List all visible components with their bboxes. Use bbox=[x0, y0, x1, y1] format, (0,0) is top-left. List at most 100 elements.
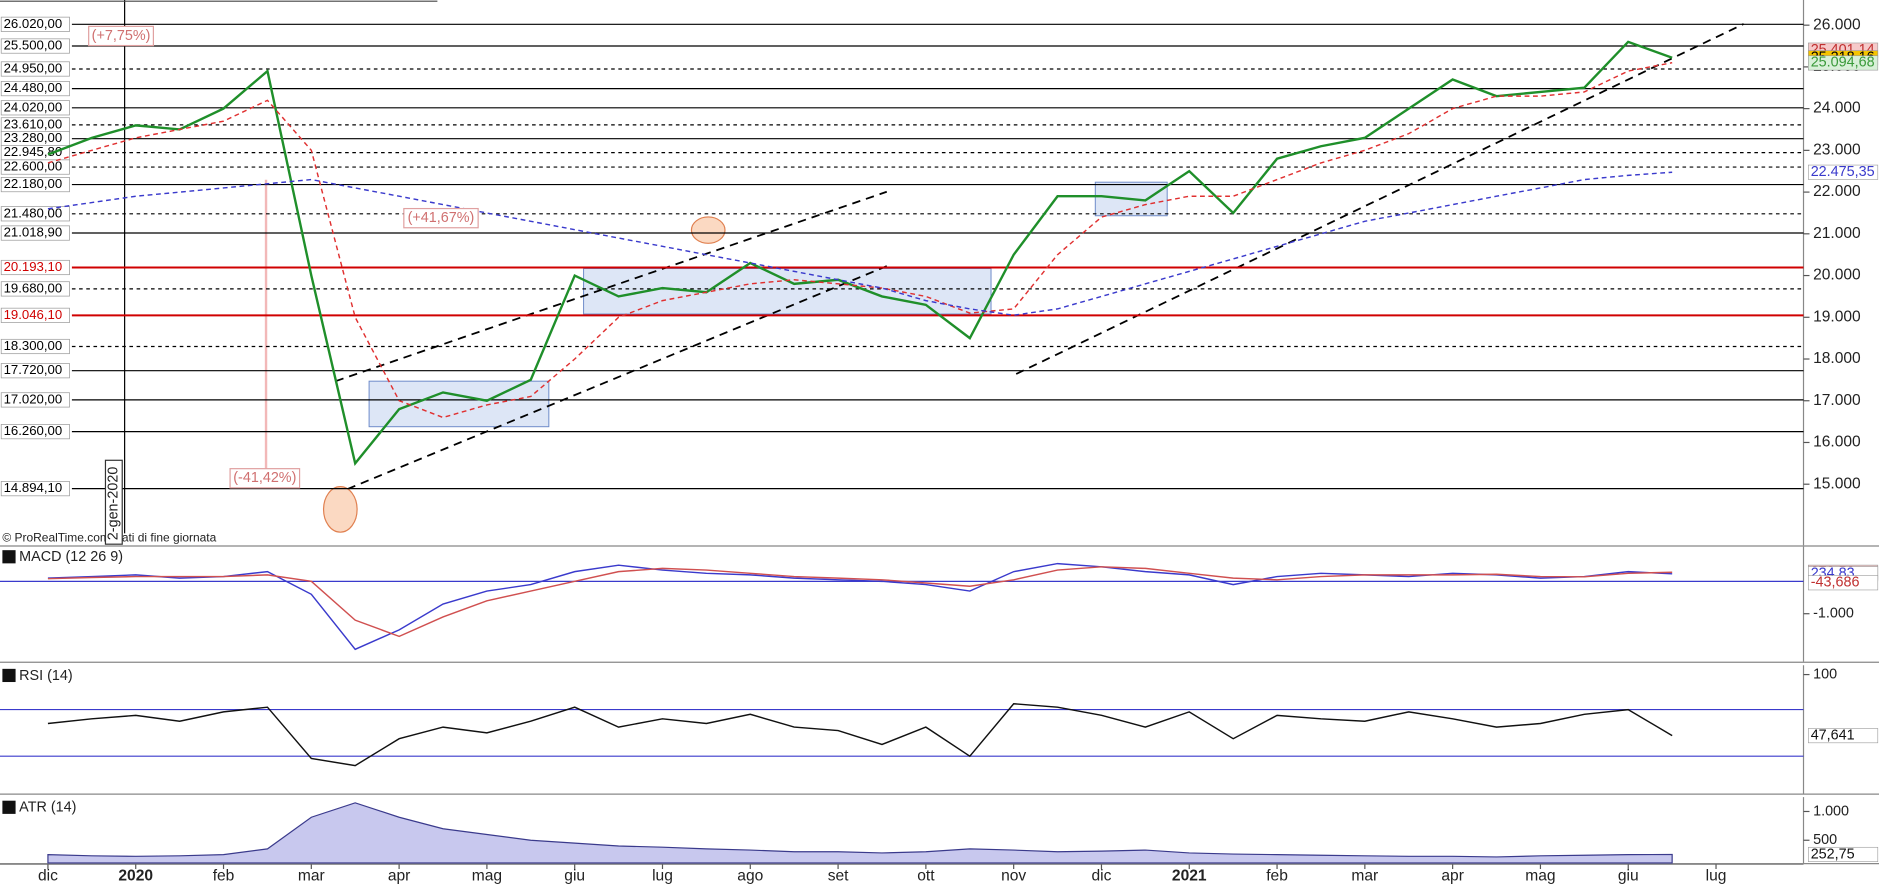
y-tick-label: 23.000 bbox=[1813, 141, 1861, 158]
level-label: 19.046,10 bbox=[4, 307, 63, 322]
level-label: 17.020,00 bbox=[4, 391, 63, 406]
y-tick-label: 16.000 bbox=[1813, 434, 1861, 451]
level-label-box bbox=[0, 177, 70, 193]
series-line bbox=[47, 562, 1673, 651]
level-label-box bbox=[0, 259, 70, 276]
x-tick-label: apr bbox=[1441, 867, 1464, 884]
y-tick-label: 24.000 bbox=[1813, 100, 1861, 117]
title-icon bbox=[2, 668, 16, 683]
level-label-box bbox=[0, 61, 70, 77]
price-label-box bbox=[1807, 55, 1879, 71]
panel-title: MACD (12 26 9) bbox=[19, 549, 123, 565]
level-label: 19.680,00 bbox=[4, 280, 63, 295]
x-tick-label: 2021 bbox=[1172, 867, 1207, 884]
level-label: 22.600,00 bbox=[4, 159, 63, 174]
annotation-box bbox=[403, 207, 479, 229]
level-label-box bbox=[0, 424, 70, 440]
level-label: 16.260,00 bbox=[4, 423, 63, 438]
annotation: (+7,75%) bbox=[92, 28, 151, 44]
x-tick-label: mag bbox=[472, 867, 502, 884]
level-label: 23.610,00 bbox=[4, 116, 63, 131]
y-tick-label: 21.000 bbox=[1813, 225, 1861, 242]
level-label-box bbox=[0, 281, 70, 297]
x-tick-label: apr bbox=[388, 867, 411, 884]
x-tick-label: mag bbox=[1525, 867, 1555, 884]
level-label-box bbox=[0, 159, 70, 175]
price-label: -43,686 bbox=[1811, 575, 1860, 591]
area bbox=[47, 802, 1673, 864]
y-tick-label: 26.000 bbox=[1813, 16, 1861, 33]
marker-circle bbox=[690, 216, 726, 244]
level-label-box bbox=[0, 100, 70, 116]
x-tick-label: giu bbox=[1618, 867, 1639, 884]
x-tick-label: lug bbox=[1706, 867, 1727, 884]
level-label-box bbox=[0, 307, 70, 323]
x-tick-label: feb bbox=[1266, 867, 1288, 884]
price-label: 25.094,68 bbox=[1811, 55, 1875, 71]
y-tick-label: 20.000 bbox=[1813, 267, 1861, 284]
panel-title: ATR (14) bbox=[19, 800, 76, 816]
price-label-box bbox=[1807, 575, 1879, 591]
annotation: (+41,67%) bbox=[408, 210, 475, 226]
x-tick-label: ago bbox=[737, 867, 763, 884]
price-label: 47,641 bbox=[1811, 727, 1855, 743]
y-tick-label: 17.000 bbox=[1813, 392, 1861, 409]
range-box bbox=[368, 380, 550, 428]
level-label: 23.280,00 bbox=[4, 130, 63, 145]
level-label: 18.300,00 bbox=[4, 338, 63, 353]
level-label-box bbox=[0, 363, 70, 379]
annotation-box bbox=[229, 468, 301, 489]
y-tick-label: -1.000 bbox=[1813, 606, 1854, 622]
level-label-box bbox=[0, 338, 70, 355]
price-label-box bbox=[1807, 728, 1879, 744]
x-tick-label: dic bbox=[1092, 867, 1112, 884]
x-tick-label: giu bbox=[564, 867, 585, 884]
price-label: 252,75 bbox=[1811, 846, 1855, 862]
x-tick-label: nov bbox=[1001, 867, 1026, 884]
level-label-box bbox=[0, 38, 70, 54]
annotation: (-41,42%) bbox=[233, 470, 296, 486]
marker-circle bbox=[322, 486, 358, 533]
level-label: 24.020,00 bbox=[4, 99, 63, 114]
level-label: 14.894,10 bbox=[4, 480, 63, 495]
series-line bbox=[47, 171, 1673, 316]
level-label-box bbox=[0, 81, 70, 97]
level-label: 26.020,00 bbox=[4, 16, 63, 31]
level-label-box bbox=[0, 16, 70, 32]
price-label-box bbox=[1807, 164, 1879, 180]
y-tick-label: 100 bbox=[1813, 666, 1837, 682]
x-tick-label: dic bbox=[38, 867, 58, 884]
x-tick-label: mar bbox=[1351, 867, 1378, 884]
x-tick-label: set bbox=[828, 867, 849, 884]
series-line bbox=[47, 566, 1673, 638]
x-tick-label: mar bbox=[298, 867, 325, 884]
y-tick-label: 18.000 bbox=[1813, 350, 1861, 367]
series-line bbox=[47, 40, 1673, 467]
x-tick-label: feb bbox=[213, 867, 235, 884]
level-label: 24.480,00 bbox=[4, 80, 63, 95]
level-label: 17.720,00 bbox=[4, 362, 63, 377]
level-label: 22.945,80 bbox=[4, 144, 63, 159]
date-label: 2-gen-2020 bbox=[106, 467, 122, 541]
price-label: 22.475,35 bbox=[1811, 164, 1875, 180]
y-tick-label: 500 bbox=[1813, 832, 1837, 848]
level-label-box bbox=[0, 481, 70, 497]
y-tick-label: 19.000 bbox=[1813, 308, 1861, 325]
trend-line bbox=[347, 265, 888, 490]
level-label: 20.193,10 bbox=[4, 259, 63, 274]
level-label: 21.018,90 bbox=[4, 225, 63, 240]
trend-line bbox=[335, 190, 888, 383]
level-label-box bbox=[0, 225, 70, 241]
series-line bbox=[47, 61, 1673, 419]
panel-title: RSI (14) bbox=[19, 668, 73, 684]
y-tick-label: 15.000 bbox=[1813, 475, 1861, 492]
level-label-box bbox=[0, 206, 70, 222]
level-label: 21.480,00 bbox=[4, 205, 63, 220]
x-tick-label: ott bbox=[917, 867, 935, 884]
title-icon bbox=[2, 550, 16, 564]
date-label-box bbox=[104, 459, 123, 545]
